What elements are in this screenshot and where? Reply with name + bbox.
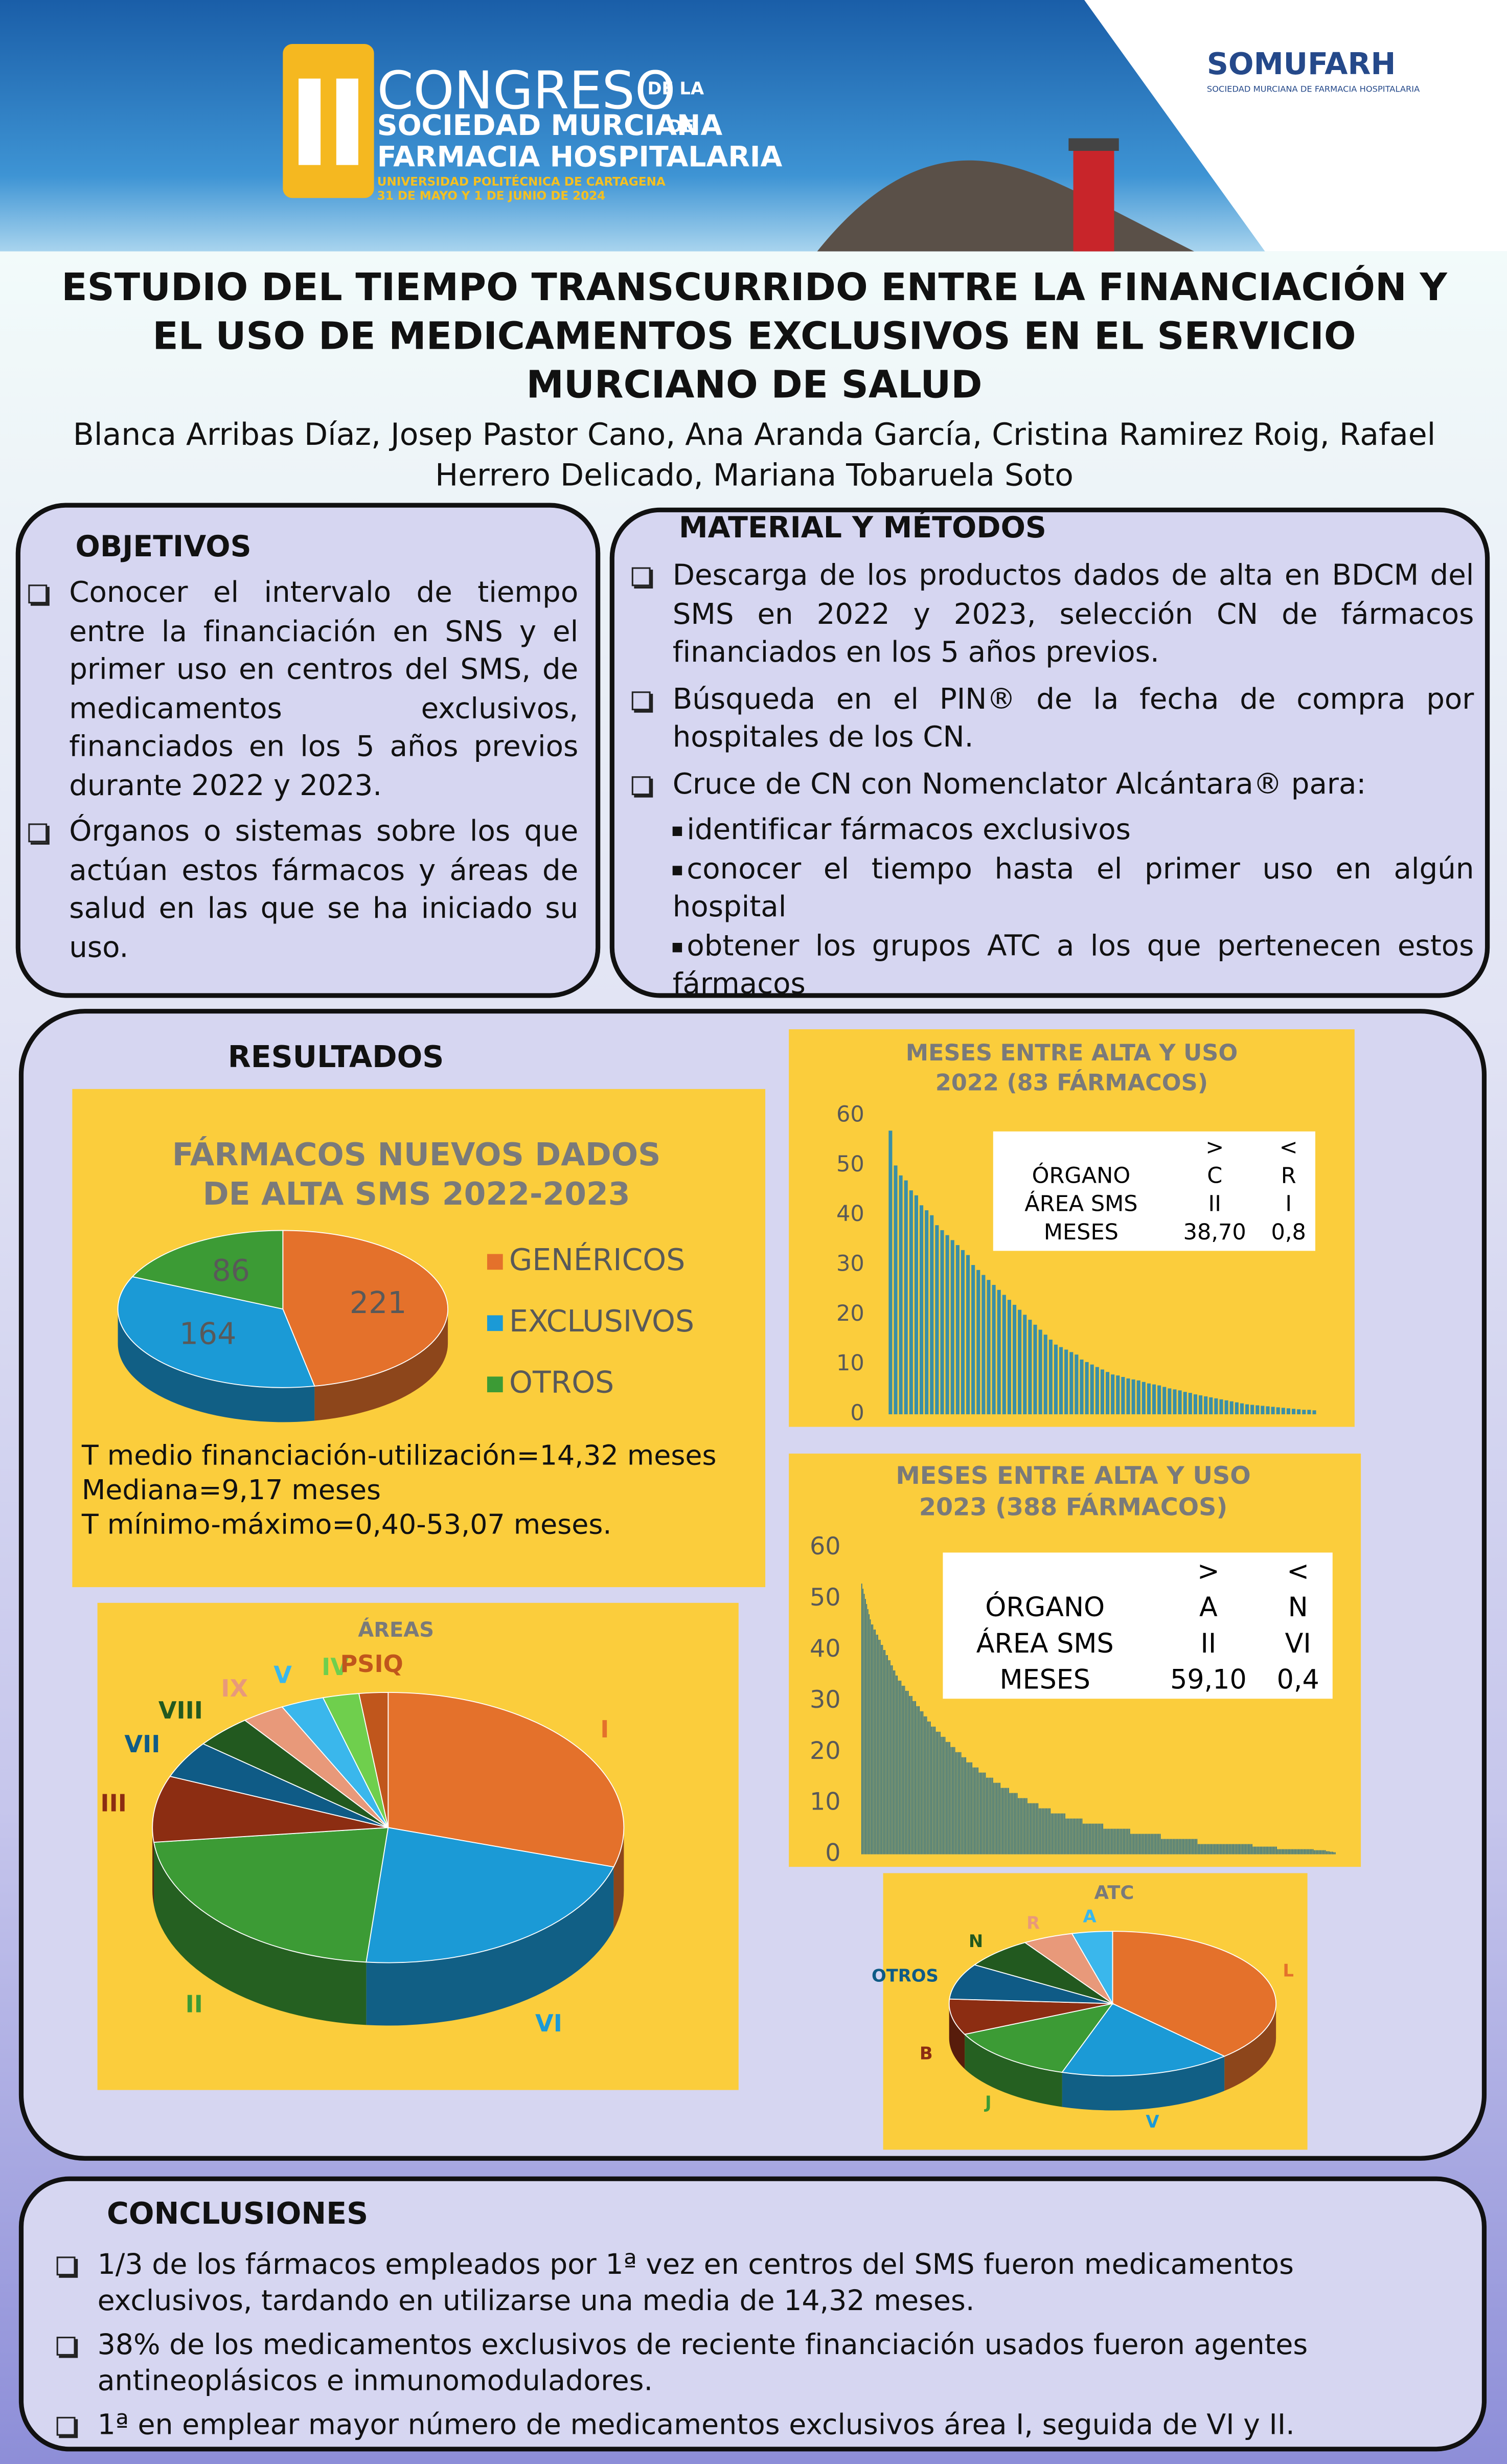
conclusiones-list: 1/3 de los fármacos empleados por 1ª vez…	[54, 2247, 1408, 2452]
sub-item: obtener los grupos ATC a los que pertene…	[629, 928, 1474, 1005]
objetivos-box	[15, 503, 601, 998]
bullet-box	[631, 567, 651, 586]
bullet-item: 1ª en emplear mayor número de medicament…	[54, 2407, 1408, 2444]
bullet-text: Conocer el intervalo de tiempo entre la …	[69, 576, 579, 802]
bullet-text: Descarga de los productos dados de alta …	[672, 559, 1474, 670]
bullet-box	[631, 690, 651, 710]
bullet-box	[28, 584, 48, 604]
bullet-box	[56, 2416, 76, 2436]
bullet-item: Búsqueda en el PIN® de la fecha de compr…	[629, 681, 1474, 758]
logo-tower	[336, 78, 358, 165]
dates: 31 DE MAYO Y 1 DE JUNIO DE 2024	[377, 190, 606, 203]
resultados-box	[18, 1009, 1487, 2161]
congress-de-la: DE LA	[648, 79, 704, 99]
sub-bullet	[672, 942, 682, 952]
material-box	[609, 507, 1490, 998]
logo-subtitle: SOCIEDAD MURCIANA DE FARMACIA HOSPITALAR…	[1207, 84, 1420, 94]
sub-text: conocer el tiempo hasta el primer uso en…	[672, 852, 1474, 924]
material-heading: MATERIAL Y MÉTODOS	[678, 512, 1046, 546]
bullet-box	[56, 2337, 76, 2356]
stat-line: T mínimo-máximo=0,40-53,07 meses.	[81, 1510, 612, 1542]
sub-text: identificar fármacos exclusivos	[687, 813, 1131, 847]
resultados-heading: RESULTADOS	[227, 1040, 444, 1075]
sub-item: identificar fármacos exclusivos	[629, 812, 1474, 851]
sub-item: conocer el tiempo hasta el primer uso en…	[629, 851, 1474, 928]
bullet-text: 1ª en emplear mayor número de medicament…	[97, 2409, 1295, 2442]
bullet-text: Órganos o sistemas sobre los que actúan …	[69, 816, 579, 964]
bullet-text: 1/3 de los fármacos empleados por 1ª vez…	[97, 2248, 1294, 2318]
bullet-item: 1/3 de los fármacos empleados por 1ª vez…	[54, 2247, 1408, 2319]
bullet-item: Órganos o sistemas sobre los que actúan …	[25, 814, 578, 968]
bullet-item: 38% de los medicamentos exclusivos de re…	[54, 2327, 1408, 2400]
sub-text: obtener los grupos ATC a los que pertene…	[672, 929, 1474, 1001]
lighthouse	[1073, 149, 1114, 252]
bullet-box	[28, 823, 48, 843]
conclusiones-heading: CONCLUSIONES	[107, 2197, 369, 2232]
stat-line: Mediana=9,17 meses	[81, 1475, 381, 1507]
bullet-item: Conocer el intervalo de tiempo entre la …	[25, 575, 578, 806]
university: UNIVERSIDAD POLITÉCNICA DE CARTAGENA	[377, 174, 666, 189]
sub-bullet	[672, 865, 682, 875]
header: CONGRESO DE LA SOCIEDAD MURCIANA DE FARM…	[0, 0, 1507, 252]
bullet-item: Descarga de los productos dados de alta …	[629, 558, 1474, 673]
conclusiones-box	[18, 2176, 1487, 2452]
logo-name: SOMUFARH	[1207, 47, 1396, 81]
logo-panel	[1084, 0, 1507, 252]
bullet-box	[56, 2256, 76, 2276]
authors: Blanca Arribas Díaz, Josep Pastor Cano, …	[73, 416, 1436, 494]
bullet-text: 38% de los medicamentos exclusivos de re…	[97, 2329, 1308, 2398]
bullet-text: Cruce de CN con Nomenclator Alcántara® p…	[672, 767, 1366, 801]
bullet-item: Cruce de CN con Nomenclator Alcántara® p…	[629, 766, 1474, 804]
material-list: Descarga de los productos dados de alta …	[629, 558, 1474, 1005]
objetivos-heading: OBJETIVOS	[75, 531, 252, 564]
stats: T medio financiación-utilización=14,32 m…	[82, 1439, 717, 1543]
society-line: SOCIEDAD MURCIANA	[377, 109, 723, 142]
society-line: FARMACIA HOSPITALARIA	[377, 141, 783, 174]
sub-bullet	[672, 826, 682, 837]
bullet-text: Búsqueda en el PIN® de la fecha de compr…	[672, 683, 1474, 755]
stat-line: T medio financiación-utilización=14,32 m…	[81, 1441, 717, 1473]
logo-mark	[283, 44, 374, 198]
title: ESTUDIO DEL TIEMPO TRANSCURRIDO ENTRE LA…	[61, 265, 1447, 407]
objetivos-list: Conocer el intervalo de tiempo entre la …	[25, 575, 578, 976]
congress: CONGRESO	[377, 60, 676, 121]
society-de: DE	[668, 116, 694, 136]
bullet-box	[631, 775, 651, 795]
lighthouse-top	[1068, 138, 1119, 151]
logo-tower	[299, 78, 321, 165]
